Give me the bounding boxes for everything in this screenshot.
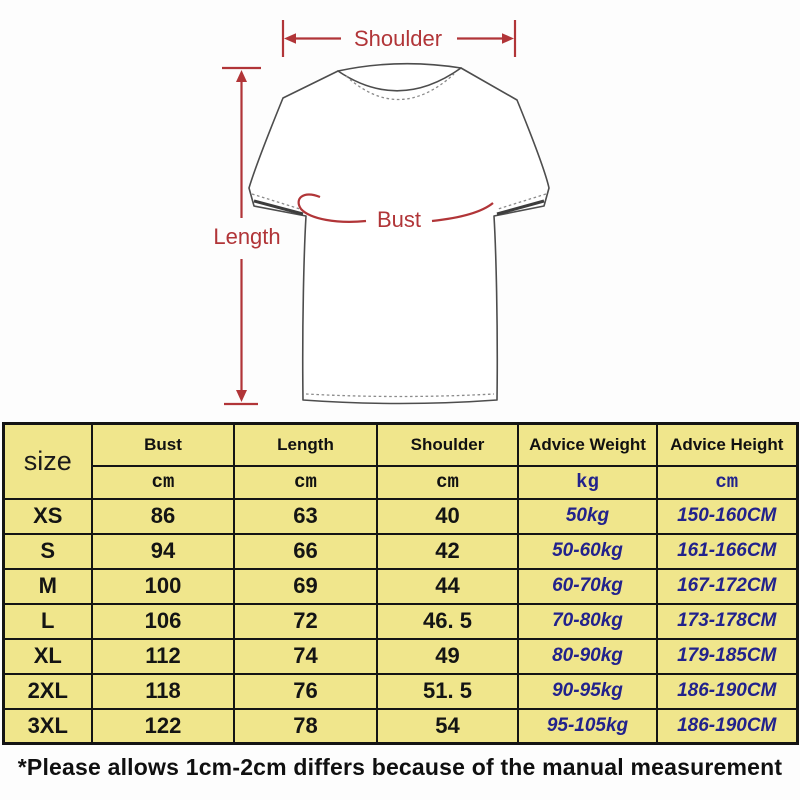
size-cell: 2XL (2, 672, 93, 710)
tshirt-drawing (248, 62, 550, 405)
shoulder-cell: 54 (376, 707, 519, 745)
table-row: 2XL 118 76 51. 5 90-95kg 186-190CM (2, 672, 798, 710)
bust-cell: 94 (91, 532, 235, 570)
bust-measure-curve: Bust (297, 193, 494, 232)
measurement-disclaimer: *Please allows 1cm-2cm differs because o… (17, 754, 783, 780)
bottom-hem-stitch-line (305, 393, 495, 398)
unit-length-cm: cm (233, 464, 378, 500)
shoulder-cell: 42 (376, 532, 519, 570)
size-cell: L (2, 602, 93, 640)
advice-height-cell: 186-190CM (656, 707, 798, 745)
column-header-shoulder: Shoulder (376, 422, 519, 467)
advice-height-cell: 186-190CM (656, 672, 798, 710)
length-cell: 63 (233, 497, 378, 535)
unit-bust-cm: cm (91, 464, 235, 500)
length-cell: 76 (233, 672, 378, 710)
advice-weight-cell: 90-95kg (517, 672, 658, 710)
unit-shoulder-cm: cm (376, 464, 519, 500)
table-row: L 106 72 46. 5 70-80kg 173-178CM (2, 602, 798, 640)
column-header-advice-weight: Advice Weight (517, 422, 658, 467)
length-label: Length (213, 224, 280, 249)
advice-height-cell: 167-172CM (656, 567, 798, 605)
shoulder-cell: 44 (376, 567, 519, 605)
size-cell: S (2, 532, 93, 570)
advice-weight-cell: 60-70kg (517, 567, 658, 605)
size-table-header: size Bust Length Shoulder Advice Weight … (2, 422, 798, 500)
bust-cell: 122 (91, 707, 235, 745)
column-header-bust: Bust (91, 422, 235, 467)
shoulder-label: Shoulder (354, 26, 442, 51)
advice-height-cell: 179-185CM (656, 637, 798, 675)
tshirt-size-diagram: Shoulder Length Bust (213, 20, 550, 406)
bust-label: Bust (377, 207, 421, 232)
right-sleeve-stitch-line (497, 193, 547, 210)
tshirt-outline (248, 62, 550, 405)
table-row: M 100 69 44 60-70kg 167-172CM (2, 567, 798, 605)
shoulder-cell: 49 (376, 637, 519, 675)
length-cell: 78 (233, 707, 378, 745)
length-measure-arrow: Length (213, 66, 281, 406)
advice-height-cell: 150-160CM (656, 497, 798, 535)
table-row: 3XL 122 78 54 95-105kg 186-190CM (2, 707, 798, 745)
table-row: XS 86 63 40 50kg 150-160CM (2, 497, 798, 535)
collar-band-line (337, 67, 462, 92)
table-row: XL 112 74 49 80-90kg 179-185CM (2, 637, 798, 675)
size-table-body: XS 86 63 40 50kg 150-160CM S 94 66 42 50… (2, 497, 798, 745)
advice-weight-cell: 70-80kg (517, 602, 658, 640)
advice-weight-cell: 50kg (517, 497, 658, 535)
unit-advice-weight-kg: kg (517, 464, 658, 500)
size-chart-table: size Bust Length Shoulder Advice Weight … (1, 422, 799, 745)
right-sleeve-hem-shadow (496, 199, 545, 216)
table-row: S 94 66 42 50-60kg 161-166CM (2, 532, 798, 570)
bust-cell: 106 (91, 602, 235, 640)
column-header-advice-height: Advice Height (656, 422, 798, 467)
size-cell: XL (2, 637, 93, 675)
left-sleeve-hem-shadow (253, 199, 304, 216)
shoulder-measure-arrow: Shoulder (281, 20, 517, 57)
advice-weight-cell: 95-105kg (517, 707, 658, 745)
shoulder-cell: 51. 5 (376, 672, 519, 710)
shoulder-cell: 40 (376, 497, 519, 535)
advice-weight-cell: 50-60kg (517, 532, 658, 570)
left-sleeve-stitch-line (251, 193, 301, 210)
size-cell: M (2, 567, 93, 605)
length-cell: 69 (233, 567, 378, 605)
collar-stitch-line (345, 73, 455, 101)
advice-height-cell: 173-178CM (656, 602, 798, 640)
advice-height-cell: 161-166CM (656, 532, 798, 570)
length-cell: 74 (233, 637, 378, 675)
corner-header-size: size (2, 422, 93, 500)
advice-weight-cell: 80-90kg (517, 637, 658, 675)
length-cell: 72 (233, 602, 378, 640)
size-cell: XS (2, 497, 93, 535)
length-cell: 66 (233, 532, 378, 570)
column-header-length: Length (233, 422, 378, 467)
size-cell: 3XL (2, 707, 93, 745)
bust-cell: 100 (91, 567, 235, 605)
shoulder-cell: 46. 5 (376, 602, 519, 640)
bust-cell: 112 (91, 637, 235, 675)
unit-advice-height-cm: cm (656, 464, 798, 500)
bust-cell: 86 (91, 497, 235, 535)
bust-cell: 118 (91, 672, 235, 710)
